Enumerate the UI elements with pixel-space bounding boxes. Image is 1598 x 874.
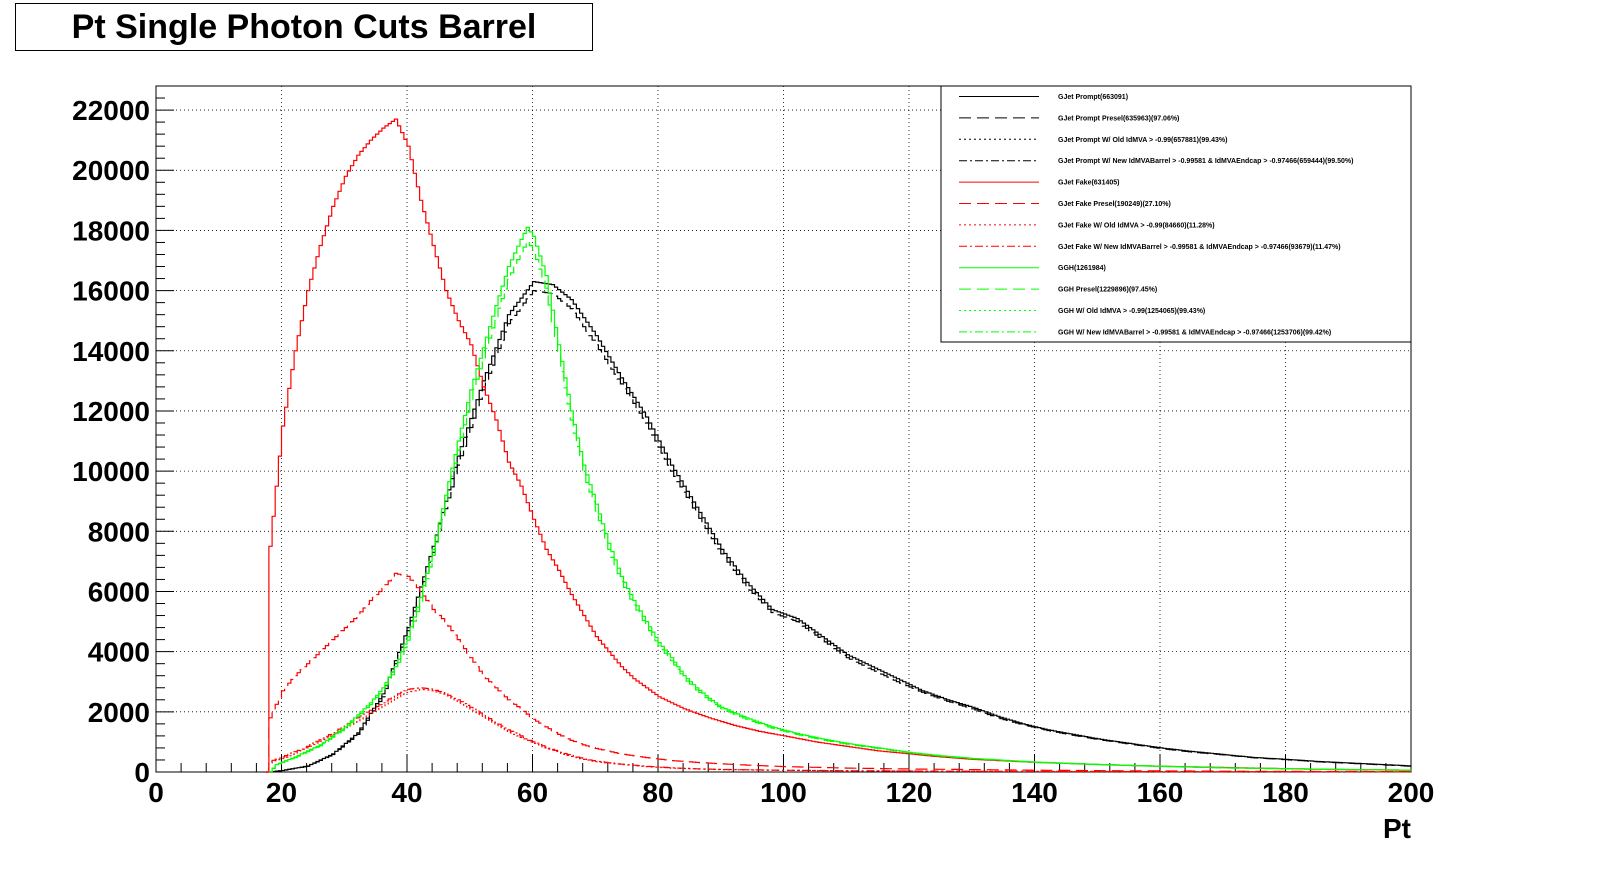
legend-entry-label: GJet Prompt Presel(635963)(97.06%): [1058, 115, 1179, 122]
legend: GJet Prompt(663091) GJet Prompt Presel(63…: [940, 85, 1412, 343]
x-tick-label: 40: [391, 777, 422, 808]
legend-entry-label: GGH W/ Old IdMVA > -0.99(1254065)(99.43%…: [1058, 308, 1205, 315]
legend-entry-label: GJet Fake W/ Old IdMVA > -0.99(84660)(11…: [1058, 222, 1215, 229]
x-tick-label: 60: [517, 777, 548, 808]
x-tick-label: 120: [886, 777, 933, 808]
y-tick-label: 20000: [72, 155, 150, 186]
legend-entry-label: GGH Presel(1229896)(97.45%): [1058, 287, 1157, 294]
chart-title-box: Pt Single Photon Cuts Barrel: [15, 3, 593, 51]
series-line-9: [268, 240, 1412, 773]
y-tick-label: 2000: [88, 697, 150, 728]
series-layer: [265, 118, 1412, 773]
legend-entry-label: GJet Prompt W/ New IdMVABarrel > -0.9958…: [1058, 158, 1353, 165]
legend-entry-label: GJet Fake Presel(190249)(27.10%): [1058, 201, 1171, 208]
x-tick-label: 80: [642, 777, 673, 808]
y-tick-label: 22000: [72, 95, 150, 126]
y-tick-label: 12000: [72, 396, 150, 427]
x-tick-label: 200: [1388, 777, 1435, 808]
series-line-7: [265, 687, 1411, 773]
x-tick-label: 0: [148, 777, 164, 808]
legend-entry-label: GJet Prompt(663091): [1058, 94, 1128, 101]
legend-box: [940, 85, 1412, 343]
legend-entry-label: GJet Prompt W/ Old IdMVA > -0.99(657881)…: [1058, 137, 1227, 144]
legend-entry-label: GGH W/ New IdMVABarrel > -0.99581 & IdMV…: [1058, 329, 1331, 336]
legend-entry-label: GGH(1261984): [1058, 265, 1106, 272]
x-axis-title: Pt: [1383, 813, 1411, 844]
series-line-8: [268, 226, 1411, 773]
series-line-5: [265, 572, 1411, 773]
y-tick-label: 4000: [88, 637, 150, 668]
y-tick-label: 18000: [72, 215, 150, 246]
y-tick-label: 10000: [72, 456, 150, 487]
legend-entry-label: GJet Fake W/ New IdMVABarrel > -0.99581 …: [1058, 244, 1341, 251]
chart-title: Pt Single Photon Cuts Barrel: [71, 7, 537, 46]
series-line-1: [268, 290, 1412, 773]
y-tick-label: 8000: [88, 516, 150, 547]
x-tick-label: 180: [1262, 777, 1309, 808]
y-tick-label: 6000: [88, 576, 150, 607]
axis-layer: 0 20 40 60 80 100 120 140 160 180 2000200040006000…: [72, 85, 1435, 808]
y-tick-label: 14000: [72, 336, 150, 367]
y-tick-label: 0: [134, 757, 150, 788]
y-tick-label: 16000: [72, 276, 150, 307]
x-tick-label: 140: [1011, 777, 1058, 808]
x-tick-label: 20: [266, 777, 297, 808]
legend-entry-label: GJet Fake(631405): [1058, 180, 1119, 187]
x-tick-label: 160: [1137, 777, 1184, 808]
x-tick-label: 100: [760, 777, 807, 808]
